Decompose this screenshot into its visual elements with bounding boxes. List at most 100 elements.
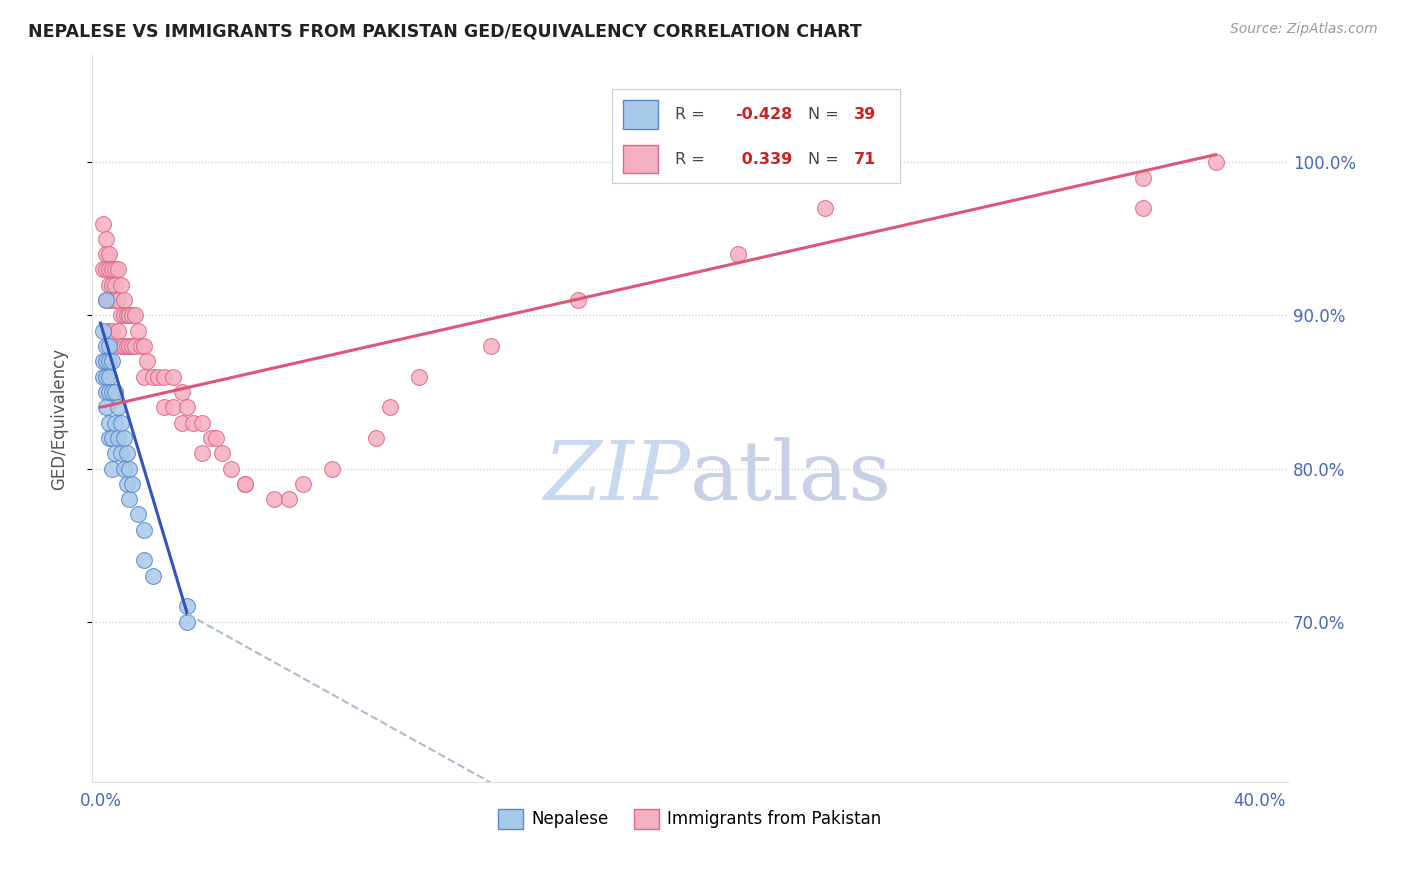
Text: ZIP: ZIP bbox=[543, 437, 690, 517]
Point bbox=[98, 431, 121, 445]
Point bbox=[107, 401, 129, 415]
Point bbox=[378, 401, 401, 415]
Text: Source: ZipAtlas.com: Source: ZipAtlas.com bbox=[1230, 22, 1378, 37]
Point bbox=[107, 293, 129, 307]
Point bbox=[727, 247, 749, 261]
Point bbox=[170, 416, 193, 430]
Point bbox=[170, 384, 193, 399]
Point bbox=[101, 431, 124, 445]
Point bbox=[121, 309, 143, 323]
Point bbox=[408, 369, 430, 384]
Point bbox=[101, 354, 124, 368]
Point bbox=[96, 369, 118, 384]
Point bbox=[132, 553, 155, 567]
Point bbox=[112, 431, 135, 445]
Text: N =: N = bbox=[807, 152, 844, 167]
Point bbox=[153, 401, 176, 415]
Point bbox=[96, 247, 118, 261]
Point bbox=[481, 339, 503, 353]
Point bbox=[93, 354, 115, 368]
Point bbox=[98, 416, 121, 430]
Point bbox=[107, 431, 129, 445]
Text: R =: R = bbox=[675, 152, 710, 167]
Point bbox=[181, 416, 204, 430]
Point bbox=[200, 431, 222, 445]
Point bbox=[98, 324, 121, 338]
Text: 39: 39 bbox=[853, 107, 876, 122]
Point bbox=[98, 247, 121, 261]
Point bbox=[127, 324, 149, 338]
Point bbox=[93, 324, 115, 338]
Point bbox=[153, 369, 176, 384]
Point bbox=[115, 339, 138, 353]
Point bbox=[233, 476, 256, 491]
Point bbox=[98, 354, 121, 368]
Point bbox=[104, 277, 127, 292]
Point bbox=[176, 599, 198, 614]
Bar bbox=[623, 101, 658, 128]
Point bbox=[277, 492, 299, 507]
Point bbox=[1205, 155, 1227, 169]
Point bbox=[96, 354, 118, 368]
Point bbox=[93, 369, 115, 384]
Text: R =: R = bbox=[675, 107, 710, 122]
Point bbox=[110, 339, 132, 353]
Point bbox=[205, 431, 228, 445]
Point bbox=[101, 262, 124, 277]
Point bbox=[98, 384, 121, 399]
Point bbox=[96, 262, 118, 277]
Point bbox=[93, 217, 115, 231]
Point bbox=[96, 339, 118, 353]
Point bbox=[135, 354, 157, 368]
Point bbox=[321, 461, 343, 475]
Point bbox=[96, 293, 118, 307]
Point bbox=[104, 293, 127, 307]
Point bbox=[107, 324, 129, 338]
Point bbox=[101, 461, 124, 475]
Point bbox=[567, 293, 589, 307]
Point bbox=[112, 339, 135, 353]
Point bbox=[96, 232, 118, 246]
Point bbox=[112, 461, 135, 475]
Point bbox=[124, 309, 146, 323]
Text: NEPALESE VS IMMIGRANTS FROM PAKISTAN GED/EQUIVALENCY CORRELATION CHART: NEPALESE VS IMMIGRANTS FROM PAKISTAN GED… bbox=[28, 22, 862, 40]
Point bbox=[101, 277, 124, 292]
Point bbox=[101, 384, 124, 399]
Point bbox=[101, 293, 124, 307]
Point bbox=[118, 461, 141, 475]
Point bbox=[118, 339, 141, 353]
Point bbox=[1132, 201, 1154, 215]
Legend: Nepalese, Immigrants from Pakistan: Nepalese, Immigrants from Pakistan bbox=[492, 802, 889, 836]
Point bbox=[233, 476, 256, 491]
Point bbox=[118, 309, 141, 323]
Point bbox=[148, 369, 170, 384]
Point bbox=[110, 309, 132, 323]
Point bbox=[115, 476, 138, 491]
Point bbox=[115, 309, 138, 323]
Text: atlas: atlas bbox=[690, 437, 891, 517]
Point bbox=[104, 339, 127, 353]
Point bbox=[98, 277, 121, 292]
Point bbox=[191, 446, 214, 460]
Point bbox=[96, 384, 118, 399]
Point bbox=[118, 492, 141, 507]
Point bbox=[101, 324, 124, 338]
Point bbox=[96, 401, 118, 415]
Point bbox=[263, 492, 285, 507]
Y-axis label: GED/Equivalency: GED/Equivalency bbox=[51, 348, 67, 490]
Point bbox=[104, 384, 127, 399]
Point bbox=[364, 431, 387, 445]
Point bbox=[129, 339, 152, 353]
Text: -0.428: -0.428 bbox=[735, 107, 793, 122]
Point bbox=[104, 416, 127, 430]
Point bbox=[110, 416, 132, 430]
Point bbox=[813, 201, 835, 215]
Point bbox=[219, 461, 242, 475]
Bar bbox=[623, 145, 658, 173]
Point bbox=[115, 446, 138, 460]
Point bbox=[110, 446, 132, 460]
Point bbox=[121, 476, 143, 491]
Point bbox=[107, 262, 129, 277]
Point bbox=[124, 339, 146, 353]
Point bbox=[104, 262, 127, 277]
